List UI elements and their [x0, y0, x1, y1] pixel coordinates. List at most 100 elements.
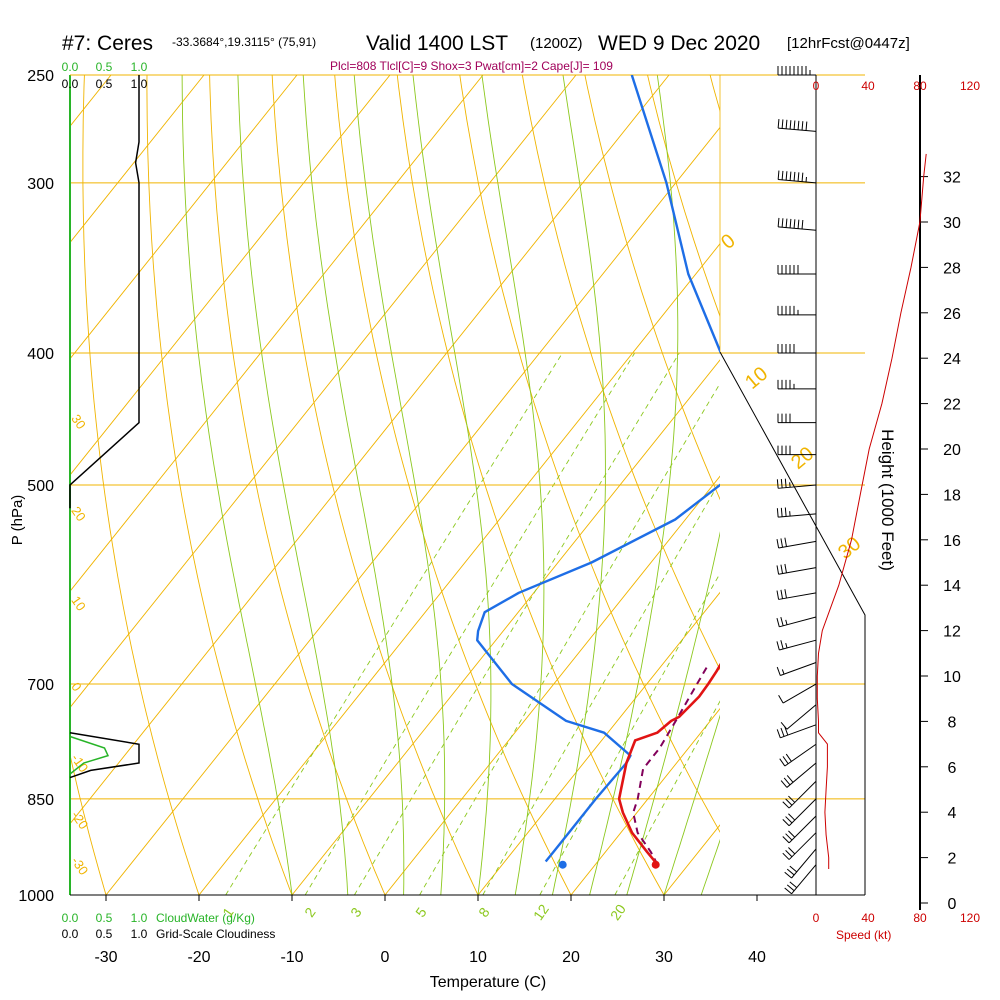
cloudiness-scale-bottom: 0.0 [62, 927, 79, 941]
wind-panel: 0040408080120120024681012141618202224262… [776, 66, 980, 925]
wind-barb-flag [781, 218, 784, 228]
moist-adiabat [589, 75, 679, 895]
cloudiness-trace-upper [69, 75, 140, 509]
wind-barb-flag [780, 721, 788, 730]
wind-barb-flag [789, 881, 798, 889]
wind-barb-flag [785, 833, 793, 841]
dry-adiabat [82, 75, 200, 895]
wind-barb-flag [776, 508, 779, 518]
dry-adiabat-label: 20 [787, 443, 818, 474]
wind-barb-staff [779, 616, 817, 628]
wind-barb [777, 217, 817, 231]
wind-barb [782, 832, 817, 860]
wind-barb-flag [776, 539, 780, 549]
wind-barb-staff [778, 592, 817, 600]
moist-adiabat [353, 75, 446, 895]
height-tick-label: 6 [948, 760, 957, 777]
height-tick-label: 22 [943, 397, 961, 414]
speed-tick-bottom: 40 [861, 911, 875, 925]
mixing-ratio-line [225, 352, 563, 895]
moist-adiabat [302, 75, 405, 895]
dry-adiabat-label: 10 [741, 363, 772, 394]
wind-barb-flag [788, 830, 796, 838]
temperature-tick-label: 0 [381, 949, 390, 966]
moist-adiabat [551, 75, 606, 895]
wind-barb-flag [783, 777, 791, 786]
wind-barb-staff [778, 226, 817, 231]
mixing-ratio-label: 2 [301, 904, 319, 920]
height-tick-label: 26 [943, 306, 961, 323]
wind-barb-staff [782, 683, 817, 704]
coords-label: -33.3684°,19.3115° (75,91) [172, 35, 316, 49]
cloudiness-scale-top: 0.5 [96, 77, 113, 91]
valid-date: WED 9 Dec 2020 [598, 32, 760, 55]
y-axis-title: P (hPa) [9, 495, 26, 546]
sounding-profiles [476, 75, 720, 869]
wind-barb [777, 119, 817, 132]
wind-barb [776, 507, 817, 518]
speed-tick-bottom: 0 [813, 911, 820, 925]
cloudwater-trace [69, 735, 110, 775]
wind-barb-flag [780, 589, 784, 599]
mixing-ratio-line [419, 382, 720, 895]
wind-barb-flag [786, 868, 795, 876]
height-tick-label: 28 [943, 260, 961, 277]
height-tick-label: 14 [943, 578, 961, 595]
cloudiness-scale-bottom: 0.5 [96, 927, 113, 941]
utc-time: (1200Z) [530, 35, 583, 52]
wind-barb-flag [780, 564, 784, 574]
wind-barb [778, 683, 817, 704]
wind-barb-flag [776, 729, 781, 739]
wind-barb [776, 478, 817, 489]
wind-barb-flag [780, 640, 784, 650]
wind-barb [777, 413, 816, 424]
wind-barb-flag [782, 836, 790, 844]
wind-barb-flag [789, 120, 792, 130]
isotherm-line [850, 75, 1000, 895]
isotherm-label: -30 [68, 854, 91, 878]
valid-time: Valid 1400 LST [366, 32, 508, 55]
wind-barb-flag [780, 478, 783, 489]
mixing-ratio-line [482, 480, 720, 895]
wind-barb [776, 639, 817, 651]
wind-barb-half-flag [781, 669, 785, 675]
wind-barb [780, 704, 817, 730]
wind-barb [776, 589, 817, 600]
wind-barb-flag [805, 121, 808, 131]
dry-adiabat-label: 0 [717, 230, 740, 254]
wind-barb-flag [777, 170, 780, 180]
dry-adiabat [70, 752, 107, 895]
temperature-tick-label: 40 [748, 949, 766, 966]
pressure-tick-label: 250 [27, 68, 54, 85]
wind-barb-flag [788, 813, 796, 821]
cloudiness-scale-bottom: 1.0 [131, 927, 148, 941]
speed-axis-title: Speed (kt) [836, 928, 891, 942]
wind-barb-flag [785, 119, 788, 129]
speed-tick-bottom: 120 [960, 911, 980, 925]
wind-speed-trace [816, 153, 927, 869]
moist-adiabat [237, 75, 349, 895]
wind-barb-flag [784, 563, 787, 573]
height-axis-title: Height (1000 Feet) [878, 429, 897, 571]
pressure-tick-label: 400 [27, 346, 54, 363]
wind-barb-flag [776, 641, 780, 651]
speed-tick-top: 120 [960, 79, 980, 93]
wind-barb-flag [776, 666, 781, 676]
height-tick-label: 20 [943, 442, 961, 459]
dry-adiabat [521, 75, 720, 671]
mixing-ratio-label: 5 [412, 904, 430, 920]
wind-barb-flag [785, 798, 793, 806]
height-tick-label: 16 [943, 533, 961, 550]
cloudwater-scale-top: 0.0 [62, 60, 79, 74]
isotherm-line [70, 75, 205, 244]
moist-adiabat [663, 714, 720, 895]
temperature-tick-label: 20 [562, 949, 580, 966]
wind-barb-flag [776, 618, 780, 627]
wind-barb [777, 66, 816, 76]
wind-barb-flag [801, 219, 804, 230]
dry-adiabat [584, 75, 720, 501]
wind-barb [777, 305, 816, 316]
isotherm-label: 10 [68, 593, 89, 613]
wind-barb-flag [785, 816, 793, 824]
